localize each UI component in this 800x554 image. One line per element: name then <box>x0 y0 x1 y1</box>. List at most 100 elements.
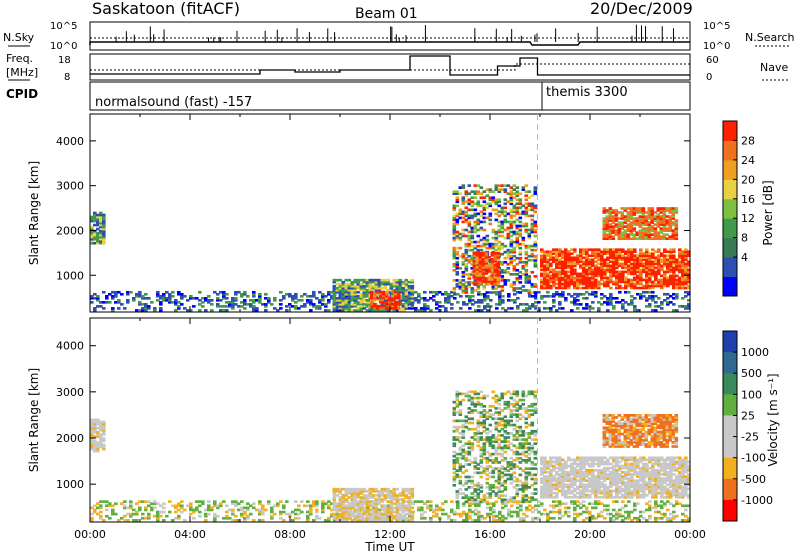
heatmap-cell <box>258 512 262 516</box>
heatmap-cell <box>501 294 505 298</box>
heatmap-cell <box>476 248 481 252</box>
heatmap-cell <box>476 440 481 443</box>
heatmap-cell <box>647 217 652 220</box>
heatmap-cell <box>273 512 277 516</box>
heatmap-cell <box>385 300 389 304</box>
heatmap-cell <box>591 258 595 262</box>
heatmap-cell <box>174 510 178 514</box>
heatmap-cell <box>512 398 517 402</box>
heatmap-cell <box>597 274 601 278</box>
heatmap-cell <box>633 258 637 262</box>
heatmap-cell <box>489 299 493 302</box>
heatmap-cell <box>309 301 313 304</box>
heatmap-cell <box>666 262 670 266</box>
heatmap-cell <box>666 270 670 274</box>
heatmap-cell <box>404 282 409 286</box>
heatmap-cell <box>618 276 622 280</box>
heatmap-cell <box>377 309 382 312</box>
heatmap-cell <box>332 496 337 499</box>
heatmap-cell <box>386 496 391 499</box>
heatmap-cell <box>353 299 358 302</box>
heatmap-cell <box>629 225 634 228</box>
heatmap-cell <box>641 231 646 234</box>
heatmap-cell <box>671 229 676 232</box>
heatmap-cell <box>648 272 652 276</box>
heatmap-cell <box>452 228 457 232</box>
heatmap-cell <box>509 222 514 226</box>
heatmap-cell <box>335 504 340 508</box>
heatmap-cell <box>650 207 655 210</box>
heatmap-cell <box>603 508 607 512</box>
heatmap-cell <box>651 262 655 266</box>
heatmap-cell <box>506 436 511 439</box>
heatmap-cell <box>180 292 184 296</box>
heatmap-cell <box>467 198 472 202</box>
heatmap-cell <box>461 210 466 214</box>
heatmap-cell <box>561 254 565 258</box>
heatmap-cell <box>500 242 505 246</box>
heatmap-cell <box>506 250 511 254</box>
heatmap-cell <box>279 303 283 306</box>
heatmap-cell <box>603 516 607 520</box>
heatmap-cell <box>350 519 355 522</box>
heatmap-cell <box>96 420 100 424</box>
heatmap-cell <box>386 492 391 495</box>
heatmap-cell <box>612 248 616 252</box>
heatmap-cell <box>546 258 550 262</box>
heatmap-cell <box>468 510 472 514</box>
heatmap-cell <box>452 471 457 475</box>
heatmap-cell <box>636 519 640 522</box>
heatmap-cell <box>597 266 601 270</box>
heatmap-cell <box>344 512 349 516</box>
heatmap-cell <box>379 304 383 308</box>
heatmap-cell <box>379 306 383 310</box>
heatmap-cell <box>396 516 400 520</box>
heatmap-cell <box>368 502 373 506</box>
heatmap-cell <box>534 508 538 512</box>
heatmap-cell <box>638 211 643 214</box>
heatmap-cell <box>500 417 505 421</box>
heatmap-cell <box>659 237 664 241</box>
heatmap-cell <box>594 502 598 506</box>
heatmap-cell <box>429 296 433 300</box>
heatmap-cell <box>267 301 271 304</box>
heatmap-cell <box>249 504 253 508</box>
heatmap-cell <box>558 286 562 290</box>
heatmap-cell <box>282 294 286 298</box>
heatmap-cell <box>500 490 505 493</box>
heatmap-cell <box>641 211 646 214</box>
heatmap-cell <box>516 514 520 518</box>
heatmap-cell <box>456 512 460 516</box>
heatmap-cell <box>512 268 517 272</box>
heatmap-cell <box>491 444 496 448</box>
heatmap-cell <box>624 250 628 254</box>
heatmap-cell <box>630 278 634 282</box>
heatmap-cell <box>512 266 517 270</box>
heatmap-cell <box>478 262 483 265</box>
heatmap-cell <box>498 510 502 514</box>
heatmap-cell <box>654 500 658 503</box>
heatmap-cell <box>404 296 409 300</box>
heatmap-cell <box>452 214 457 218</box>
heatmap-cell <box>671 233 676 236</box>
heatmap-cell <box>665 229 670 232</box>
heatmap-cell <box>288 294 292 298</box>
heatmap-cell <box>461 454 466 458</box>
heatmap-cell <box>452 444 457 448</box>
heatmap-cell <box>500 498 505 502</box>
heatmap-cell <box>512 250 517 254</box>
heatmap-cell <box>503 400 508 404</box>
heatmap-cell <box>452 463 457 466</box>
heatmap-cell <box>522 303 526 306</box>
heatmap-cell <box>473 467 478 470</box>
heatmap-cell <box>485 459 490 462</box>
heatmap-cell <box>370 290 374 294</box>
heatmap-cell <box>506 423 511 427</box>
heatmap-cell <box>470 204 475 208</box>
heatmap-cell <box>490 262 495 265</box>
heatmap-cell <box>524 210 529 214</box>
heatmap-cell <box>327 299 331 302</box>
heatmap-cell <box>521 394 526 398</box>
heatmap-cell <box>397 296 401 300</box>
heatmap-cell <box>225 514 229 518</box>
